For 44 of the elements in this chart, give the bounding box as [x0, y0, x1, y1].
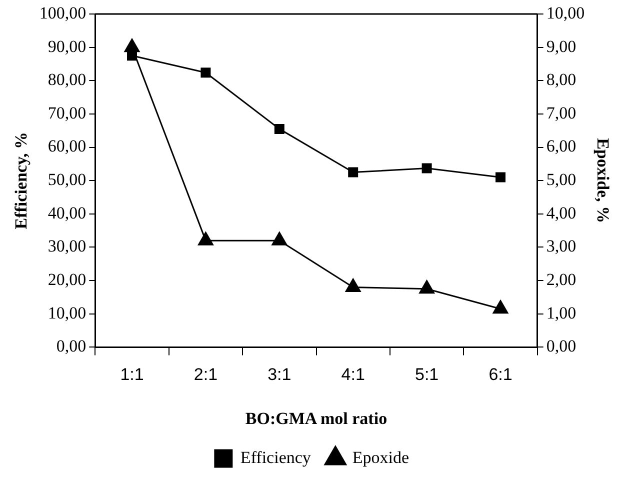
y-tick-label: 50,00: [48, 170, 86, 190]
point: [272, 232, 288, 246]
y2-tick-label: 6,00: [546, 136, 576, 156]
y2-tick-label: 1,00: [546, 303, 576, 322]
y-tick-label: 60,00: [48, 136, 86, 156]
y-tick-label: 0,00: [56, 336, 86, 356]
y2-tick-label: 4,00: [546, 203, 576, 222]
y-tick-label: 100,00: [39, 3, 86, 22]
x-tick-label: 2:1: [194, 365, 218, 384]
x-tick-label: 6:1: [488, 365, 512, 384]
point: [496, 172, 506, 182]
y2-tick-label: 2,00: [546, 270, 576, 290]
y-tick-label: 40,00: [48, 203, 86, 222]
y-tick-label: 90,00: [48, 36, 86, 56]
point: [422, 163, 432, 174]
point: [200, 68, 211, 78]
legend-label: Epoxide: [352, 448, 410, 467]
y2-tick-label: 8,00: [546, 70, 576, 90]
x-tick-label: 4:1: [341, 365, 365, 384]
y-tick-label: 80,00: [48, 70, 86, 90]
y2-tick-label: 9,00: [546, 36, 576, 56]
point: [274, 124, 284, 134]
point: [345, 278, 361, 292]
y-tick-label: 10,00: [48, 303, 86, 322]
legend-label: Efficiency: [240, 448, 312, 467]
y2-tick-label: 10,00: [546, 3, 585, 22]
y2-tick-label: 5,00: [546, 170, 576, 190]
point: [348, 167, 358, 178]
y2-axis-title: Epoxide, %: [593, 138, 612, 224]
point: [198, 232, 214, 246]
y2-tick-label: 7,00: [546, 103, 576, 122]
point: [492, 300, 508, 314]
point: [127, 50, 137, 61]
y2-tick-label: 3,00: [546, 236, 576, 256]
x-axis-title: BO:GMA mol ratio: [245, 409, 388, 428]
x-tick-label: 1:1: [120, 365, 144, 384]
y-axis-title: Efficiency, %: [12, 132, 31, 230]
y-tick-label: 30,00: [48, 236, 86, 256]
x-tick-label: 3:1: [268, 365, 292, 384]
y-tick-label: 20,00: [48, 270, 86, 290]
y2-tick-label: 0,00: [546, 336, 576, 356]
y-tick-label: 70,00: [48, 103, 86, 122]
x-tick-label: 5:1: [414, 365, 439, 384]
point: [419, 280, 434, 294]
